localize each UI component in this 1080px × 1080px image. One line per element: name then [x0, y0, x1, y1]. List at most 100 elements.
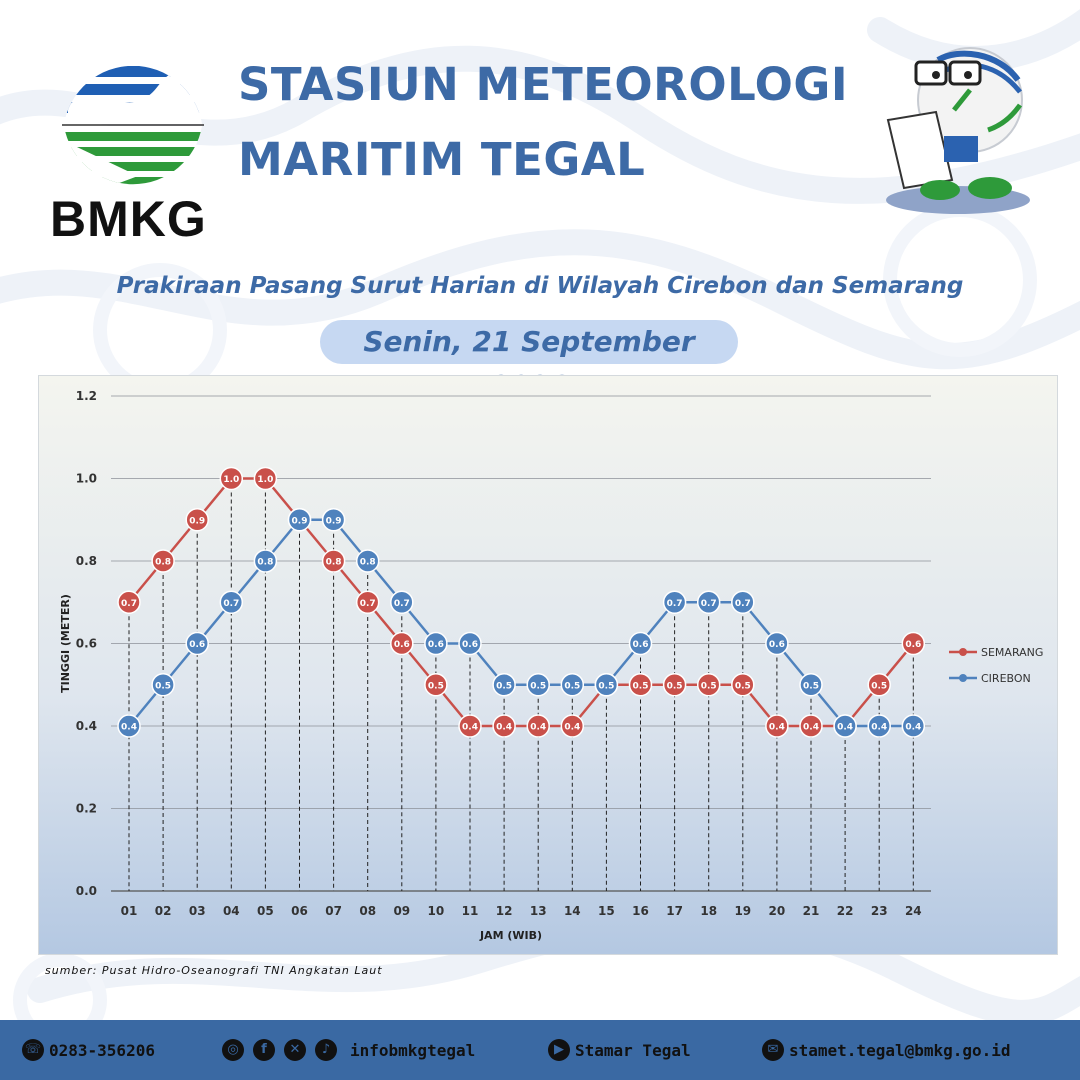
data-point-cirebon	[628, 631, 653, 656]
data-point-cirebon	[594, 673, 619, 697]
x-tick-label: 24	[905, 904, 922, 918]
x-tick-label: 13	[530, 904, 547, 918]
data-label-semarang: 0.8	[326, 558, 342, 568]
data-label-cirebon: 0.5	[598, 681, 614, 691]
data-point-cirebon	[117, 714, 141, 738]
source-note: sumber: Pusat Hidro-Oseanografi TNI Angk…	[45, 964, 383, 977]
data-point-semarang	[492, 714, 516, 738]
data-point-semarang	[867, 673, 891, 697]
footer-youtube: ▶ Stamar Tegal	[548, 1020, 691, 1080]
data-label-cirebon: 0.8	[360, 558, 376, 568]
y-tick-label: 0.8	[76, 554, 97, 568]
data-label-cirebon: 0.6	[189, 640, 205, 650]
data-point-semarang	[901, 631, 926, 656]
data-point-cirebon	[901, 714, 926, 738]
data-point-cirebon	[526, 673, 550, 697]
phone-icon: ☏	[22, 1039, 44, 1061]
data-point-semarang	[390, 631, 414, 656]
data-label-semarang: 0.4	[564, 723, 580, 733]
x-tick-label: 22	[837, 904, 854, 918]
y-tick-label: 1.0	[76, 472, 97, 486]
data-label-cirebon: 0.5	[155, 681, 171, 691]
data-point-semarang	[151, 549, 175, 573]
data-label-semarang: 0.5	[735, 681, 751, 691]
footer-bar: ☏ 0283-356206 ◎ f ✕ ♪ infobmkgtegal ▶ St…	[0, 1020, 1080, 1080]
data-label-semarang: 0.9	[189, 516, 205, 526]
x-tick-label: 18	[700, 904, 717, 918]
data-point-semarang	[321, 549, 346, 573]
data-label-cirebon: 0.7	[735, 599, 751, 609]
x-icon: ✕	[284, 1039, 306, 1061]
x-tick-label: 03	[189, 904, 206, 918]
data-label-cirebon: 0.6	[428, 640, 444, 650]
data-label-cirebon: 0.4	[905, 723, 921, 733]
x-tick-label: 20	[769, 904, 786, 918]
data-label-semarang: 1.0	[257, 475, 273, 485]
data-label-semarang: 0.4	[803, 723, 819, 733]
data-label-cirebon: 0.9	[292, 516, 308, 526]
data-label-cirebon: 0.4	[121, 723, 137, 733]
data-label-cirebon: 0.7	[701, 599, 717, 609]
data-label-semarang: 0.4	[530, 723, 546, 733]
x-tick-label: 11	[462, 904, 479, 918]
data-label-cirebon: 0.7	[667, 599, 683, 609]
footer-social: ◎ f ✕ ♪ infobmkgtegal	[222, 1020, 475, 1080]
data-label-cirebon: 0.8	[257, 558, 273, 568]
data-label-cirebon: 0.7	[223, 599, 239, 609]
data-point-cirebon	[731, 590, 755, 614]
x-tick-label: 15	[598, 904, 615, 918]
footer-email-text: stamet.tegal@bmkg.go.id	[789, 1040, 1011, 1060]
data-label-semarang: 0.6	[905, 640, 921, 650]
x-tick-label: 14	[564, 904, 581, 918]
legend-label: CIREBON	[981, 672, 1031, 685]
page-title-line2: MARITIM TEGAL	[238, 133, 646, 186]
x-tick-label: 23	[871, 904, 888, 918]
y-axis-title: TINGGI (METER)	[59, 594, 72, 693]
data-label-cirebon: 0.5	[564, 681, 580, 691]
data-point-cirebon	[424, 631, 448, 656]
data-point-semarang	[253, 466, 278, 491]
data-point-cirebon	[390, 590, 414, 614]
tide-chart-svg: 0.7 0.8 0.9 1.0 1.0 0.9 0.8 0.7 0.6 0.5 0.4 0.4 0.4 0…	[39, 376, 1057, 954]
footer-phone-text: 0283-356206	[49, 1040, 155, 1060]
footer-phone: ☏ 0283-356206	[22, 1020, 155, 1080]
data-label-semarang: 0.4	[769, 723, 785, 733]
data-point-semarang	[628, 673, 653, 697]
y-tick-label: 0.6	[76, 637, 97, 651]
data-point-semarang	[355, 590, 380, 614]
y-tick-label: 0.0	[76, 884, 97, 898]
data-label-cirebon: 0.5	[530, 681, 546, 691]
data-label-semarang: 0.6	[394, 640, 410, 650]
data-point-cirebon	[185, 631, 209, 656]
legend-marker	[959, 648, 967, 656]
data-label-semarang: 0.4	[462, 723, 478, 733]
data-point-cirebon	[253, 549, 278, 573]
data-label-cirebon: 0.4	[837, 723, 853, 733]
data-label-semarang: 0.5	[701, 681, 717, 691]
data-point-cirebon	[662, 590, 687, 614]
data-point-semarang	[799, 714, 823, 738]
data-label-semarang: 0.5	[428, 681, 444, 691]
logo-text: BMKG	[50, 191, 207, 247]
data-point-cirebon	[867, 714, 891, 738]
data-label-cirebon: 0.6	[462, 640, 478, 650]
data-point-cirebon	[458, 631, 482, 656]
facebook-icon: f	[253, 1039, 275, 1061]
date-badge: Senin, 21 September 2026	[320, 320, 738, 402]
x-tick-label: 05	[257, 904, 274, 918]
data-point-cirebon	[696, 590, 721, 614]
instagram-icon: ◎	[222, 1039, 244, 1061]
data-label-cirebon: 0.9	[326, 516, 342, 526]
x-tick-label: 19	[734, 904, 751, 918]
data-point-semarang	[185, 508, 209, 532]
data-point-cirebon	[321, 508, 346, 532]
data-label-cirebon: 0.6	[633, 640, 649, 650]
x-tick-label: 08	[359, 904, 376, 918]
data-label-cirebon: 0.7	[394, 599, 410, 609]
mail-icon: ✉	[762, 1039, 784, 1061]
tiktok-icon: ♪	[315, 1039, 337, 1061]
y-tick-label: 0.4	[76, 719, 97, 733]
data-point-semarang	[526, 714, 550, 738]
data-point-cirebon	[151, 673, 175, 697]
data-point-semarang	[219, 466, 244, 491]
